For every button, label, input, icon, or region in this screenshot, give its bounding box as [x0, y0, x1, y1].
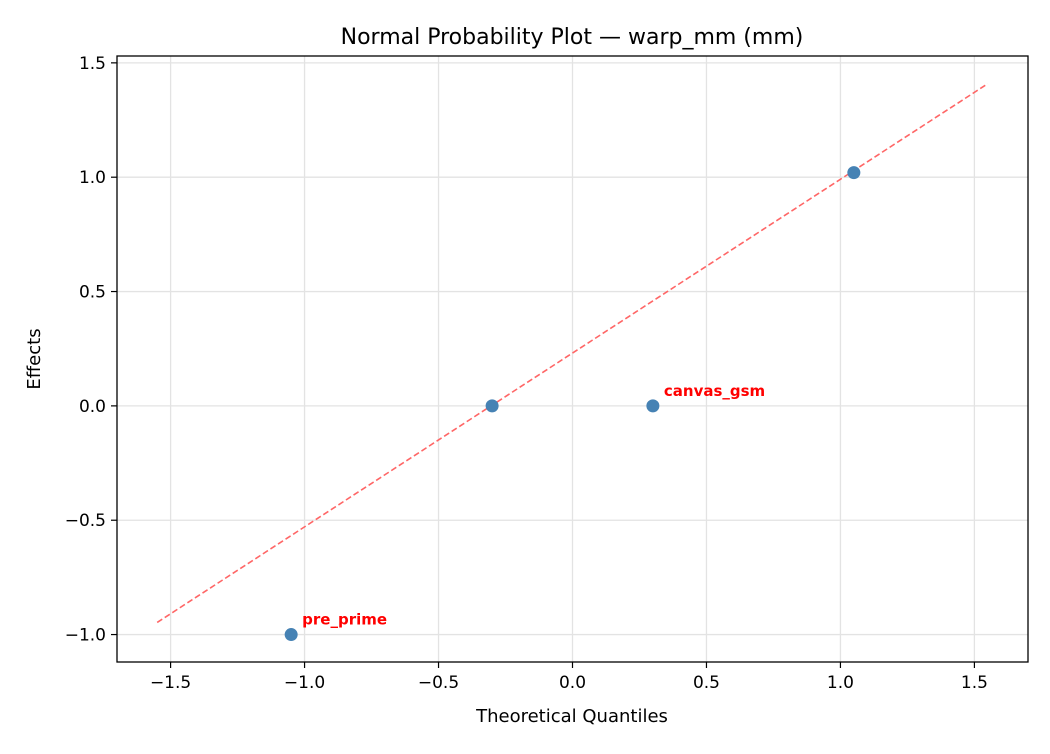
- point-annotation: pre_prime: [302, 611, 387, 629]
- x-tick-label: −0.5: [418, 673, 459, 693]
- data-point: [646, 399, 660, 413]
- reference-line-group: [156, 82, 989, 624]
- data-point: [284, 628, 298, 642]
- x-tick-label: 0.0: [559, 673, 586, 693]
- points-group: pre_prime canvas_gsm: [284, 166, 861, 642]
- y-tick-label: 1.5: [79, 54, 106, 74]
- y-tick-label: −1.0: [65, 626, 106, 646]
- data-point: [485, 399, 499, 413]
- x-tick-label: −1.5: [150, 673, 191, 693]
- grid: [117, 56, 1028, 662]
- y-axis-label: Effects: [24, 328, 45, 389]
- reference-line: [156, 82, 989, 624]
- y-tick-label: 1.0: [79, 168, 106, 188]
- x-tick-label: −1.0: [284, 673, 325, 693]
- y-tick-label: 0.0: [79, 397, 106, 417]
- chart-title: Normal Probability Plot — warp_mm (mm): [341, 25, 804, 50]
- y-axis: −1.0 −0.5 0.0 0.5 1.0 1.5: [65, 54, 117, 646]
- y-tick-label: 0.5: [79, 283, 106, 303]
- data-point: [847, 166, 861, 180]
- x-axis-label: Theoretical Quantiles: [475, 706, 668, 727]
- x-tick-label: 0.5: [693, 673, 720, 693]
- y-tick-label: −0.5: [65, 511, 106, 531]
- x-tick-label: 1.5: [961, 673, 988, 693]
- point-annotation: canvas_gsm: [664, 382, 765, 400]
- x-axis: −1.5 −1.0 −0.5 0.0 0.5 1.0 1.5: [150, 662, 988, 693]
- x-tick-label: 1.0: [827, 673, 854, 693]
